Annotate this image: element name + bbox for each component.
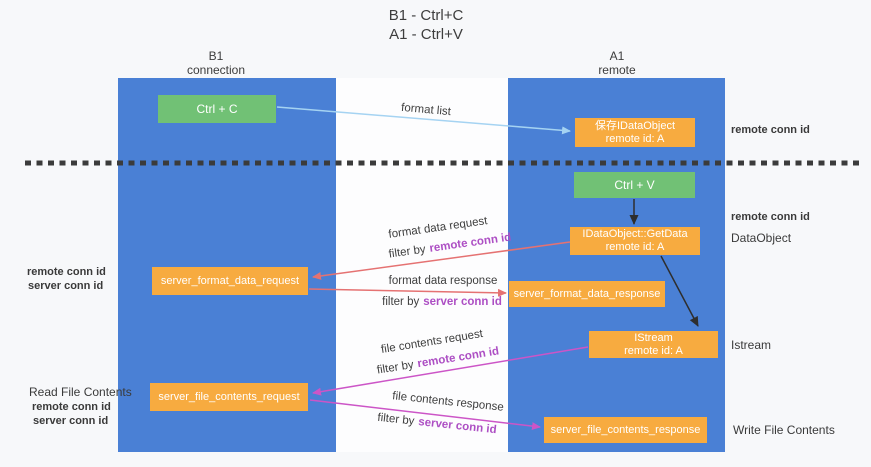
- filter-by-text: filter by: [382, 296, 420, 308]
- server-file-contents-response-label: server_file_contents_response: [550, 423, 701, 436]
- node-ctrl-c: Ctrl + C: [158, 95, 276, 123]
- left-label-server-conn-id-2: server conn id: [33, 415, 109, 427]
- right-column-header: A1 remote: [547, 49, 687, 77]
- edge-label-format-data-response: format data response: [388, 275, 498, 287]
- save-dataobject-line2: remote id: A: [605, 132, 665, 145]
- save-dataobject-line1: 保存IDataObject: [594, 119, 676, 132]
- istream-line1: IStream: [634, 331, 673, 344]
- ctrl-c-label: Ctrl + C: [196, 102, 238, 116]
- right-label-write-file-contents: Write File Contents: [733, 423, 835, 437]
- right-label-remote-conn-id-1: remote conn id: [731, 124, 810, 136]
- right-column-role: remote: [598, 63, 636, 77]
- left-column-header: B1 connection: [146, 49, 286, 77]
- left-label-remote-conn-id-1: remote conn id: [27, 266, 106, 278]
- right-label-remote-conn-id-2: remote conn id: [731, 211, 810, 223]
- ctrl-v-label: Ctrl + V: [614, 178, 655, 192]
- left-label-server-conn-id-1: server conn id: [28, 280, 104, 292]
- left-column-role: connection: [186, 63, 246, 77]
- right-label-dataobject: DataObject: [731, 231, 792, 245]
- edge-label-filter-server-1: filter by server conn id: [382, 296, 502, 308]
- server-format-data-response-label: server_format_data_response: [513, 287, 661, 300]
- server-format-data-request-label: server_format_data_request: [160, 274, 300, 287]
- node-server-format-data-response: server_format_data_response: [509, 281, 665, 307]
- server-file-contents-request-label: server_file_contents_request: [158, 390, 300, 403]
- diagram-title: B1 - Ctrl+C A1 - Ctrl+V: [286, 6, 566, 44]
- server-conn-id-text: server conn id: [423, 296, 502, 308]
- right-label-istream: Istream: [731, 338, 772, 352]
- left-label-read-file-contents: Read File Contents: [29, 385, 132, 399]
- node-server-file-contents-request: server_file_contents_request: [150, 383, 308, 411]
- getdata-line2: remote id: A: [605, 241, 665, 253]
- title-line-1: B1 - Ctrl+C: [388, 7, 464, 24]
- node-server-format-data-request: server_format_data_request: [152, 267, 308, 295]
- node-getdata: IDataObject::GetData remote id: A: [570, 227, 700, 255]
- getdata-line1: IDataObject::GetData: [582, 228, 688, 240]
- left-label-remote-conn-id-2: remote conn id: [32, 401, 111, 413]
- node-istream: IStream remote id: A: [589, 331, 718, 358]
- left-column-name: B1: [208, 49, 224, 63]
- right-column-name: A1: [609, 49, 625, 63]
- istream-line2: remote id: A: [624, 344, 683, 357]
- node-server-file-contents-response: server_file_contents_response: [544, 417, 707, 443]
- title-line-2: A1 - Ctrl+V: [389, 26, 463, 43]
- node-save-dataobject: 保存IDataObject remote id: A: [575, 118, 695, 147]
- node-ctrl-v: Ctrl + V: [574, 172, 695, 198]
